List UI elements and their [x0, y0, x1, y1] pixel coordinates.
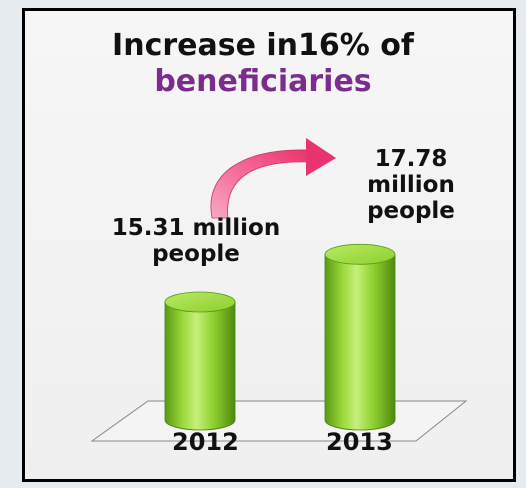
chart-floor — [90, 400, 468, 442]
data-label-2013-line2: million — [367, 172, 455, 198]
data-label-2012-line1: 15.31 million — [111, 215, 281, 241]
data-label-2012-line2: people — [152, 241, 240, 267]
data-label-2013: 17.78 million people — [346, 146, 476, 224]
chart-title: Increase in16% of beneficiaries — [0, 28, 526, 100]
category-label-2013: 2013 — [326, 428, 393, 456]
bar-2012 — [164, 291, 236, 431]
category-label-2012: 2012 — [172, 428, 239, 456]
data-label-2012: 15.31 million people — [94, 215, 298, 267]
bar-2013 — [324, 243, 396, 431]
chart-title-line2: beneficiaries — [154, 64, 372, 99]
bars-layer — [164, 243, 396, 431]
data-label-2013-line3: people — [367, 198, 455, 224]
data-label-2013-line1: 17.78 — [374, 146, 448, 172]
chart-title-line1: Increase in16% of — [112, 28, 414, 63]
curved-arrow-icon — [210, 138, 336, 219]
